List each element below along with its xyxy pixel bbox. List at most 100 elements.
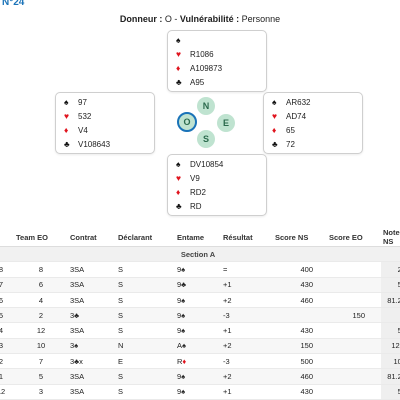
spade-icon: ♠ <box>176 159 181 169</box>
row-team-eo: 3 <box>14 384 68 400</box>
table-header-row: S Team EO Contrat Déclarant Entame Résul… <box>0 228 400 247</box>
dealer-value: O <box>164 14 172 24</box>
lead-rank: 9 <box>177 280 182 290</box>
row-team-eo: 10 <box>14 338 68 355</box>
row-team-eo: 7 <box>14 353 68 370</box>
heart-icon: ♥ <box>176 49 182 59</box>
suit-icon: ♣ <box>181 280 187 290</box>
spade-icon: ♠ <box>272 97 277 107</box>
row-contract: 3♣ <box>68 307 116 324</box>
east-diamonds: ♦ 65 <box>272 125 295 135</box>
compass-west-dealer: O <box>177 112 197 132</box>
col-score-ns: Score NS <box>273 228 327 247</box>
row-note-ns: 50 <box>381 322 400 339</box>
suit-icon: ♠ <box>181 372 186 382</box>
row-note-ns: 25 <box>381 261 400 278</box>
row-score-eo <box>327 384 381 400</box>
lead-rank: 9 <box>177 310 182 320</box>
row-team-eo: 6 <box>14 277 68 293</box>
row-lead: 9♠ <box>175 261 221 278</box>
row-s: 4 <box>0 322 14 339</box>
row-score-ns: 430 <box>273 322 327 339</box>
compass-south: S <box>197 130 215 148</box>
board-number: N°24 <box>2 0 25 8</box>
row-score-ns: 150 <box>273 338 327 355</box>
hand-south: ♠ DV10854 ♥ V9 ♦ RD2 ♣ RD <box>167 154 267 216</box>
row-s: 7 <box>0 277 14 293</box>
row-s: 6 <box>0 292 14 309</box>
col-score-eo: Score EO <box>327 228 381 247</box>
section-label: Section A <box>0 246 400 263</box>
compass-north: N <box>197 97 215 115</box>
row-s: 8 <box>0 261 14 278</box>
hand-north: ♠ ♥ R1086 ♦ A109873 ♣ A95 <box>167 30 267 92</box>
row-score-ns: 430 <box>273 384 327 400</box>
row-result: +2 <box>221 338 273 355</box>
spade-icon: ♠ <box>176 35 181 45</box>
west-spades: ♠ 97 <box>64 97 87 107</box>
west-hearts: ♥ 532 <box>64 111 92 121</box>
row-note-ns: 50 <box>381 277 400 293</box>
row-contract: 3SA <box>68 292 116 309</box>
lead-rank: 9 <box>177 372 182 382</box>
row-note-ns: 100 <box>381 353 400 370</box>
heart-icon: ♥ <box>272 111 278 121</box>
table-row[interactable]: 523♣S9♠-31500 <box>0 307 400 324</box>
east-spades: ♠ AR632 <box>272 97 311 107</box>
north-hearts: ♥ R1086 <box>176 49 214 59</box>
row-score-eo <box>327 277 381 293</box>
suit-icon: ♠ <box>182 341 186 351</box>
row-declarant: S <box>116 307 175 324</box>
lead-rank: 9 <box>177 295 182 305</box>
table-row[interactable]: 1233SAS9♠+143050 <box>0 384 400 400</box>
lead-rank: 9 <box>177 264 182 274</box>
row-score-eo <box>327 338 381 355</box>
spade-icon: ♠ <box>64 97 69 107</box>
row-lead: 9♠ <box>175 322 221 339</box>
vulnerability-label: Vulnérabilité : <box>179 14 240 24</box>
row-lead: 9♠ <box>175 292 221 309</box>
row-note-ns: 12.5 <box>381 338 400 355</box>
row-result: +1 <box>221 322 273 339</box>
vulnerability-value: Personne <box>241 14 281 24</box>
row-score-eo <box>327 261 381 278</box>
row-team-eo: 4 <box>14 292 68 309</box>
row-score-ns: 500 <box>273 353 327 370</box>
col-resultat: Résultat <box>221 228 273 247</box>
club-icon: ♣ <box>176 201 182 211</box>
row-declarant: S <box>116 292 175 309</box>
row-score-eo <box>327 322 381 339</box>
row-contract: 3♣x <box>68 353 116 370</box>
lead-rank: 9 <box>177 326 182 336</box>
row-score-ns: 460 <box>273 292 327 309</box>
row-team-eo: 2 <box>14 307 68 324</box>
club-icon: ♣ <box>272 139 278 149</box>
row-contract: 3SA <box>68 368 116 385</box>
table-row[interactable]: 273♣xER♦-3500100 <box>0 353 400 370</box>
row-lead: 9♠ <box>175 307 221 324</box>
west-diamonds: ♦ V4 <box>64 125 88 135</box>
col-entame: Entame <box>175 228 221 247</box>
row-declarant: S <box>116 368 175 385</box>
row-contract: 3SA <box>68 261 116 278</box>
row-s: 1 <box>0 368 14 385</box>
row-result: -3 <box>221 353 273 370</box>
row-lead: 9♠ <box>175 384 221 400</box>
row-team-eo: 5 <box>14 368 68 385</box>
south-clubs: ♣ RD <box>176 201 202 211</box>
row-score-eo: 150 <box>327 307 381 324</box>
row-contract: 3SA <box>68 384 116 400</box>
diamond-icon: ♦ <box>182 356 187 366</box>
heart-icon: ♥ <box>176 173 182 183</box>
row-contract: 3SA <box>68 322 116 339</box>
diamond-icon: ♦ <box>272 125 277 135</box>
row-lead: 9♣ <box>175 277 221 293</box>
row-team-eo: 8 <box>14 261 68 278</box>
row-note-ns: 81.25 <box>381 292 400 309</box>
